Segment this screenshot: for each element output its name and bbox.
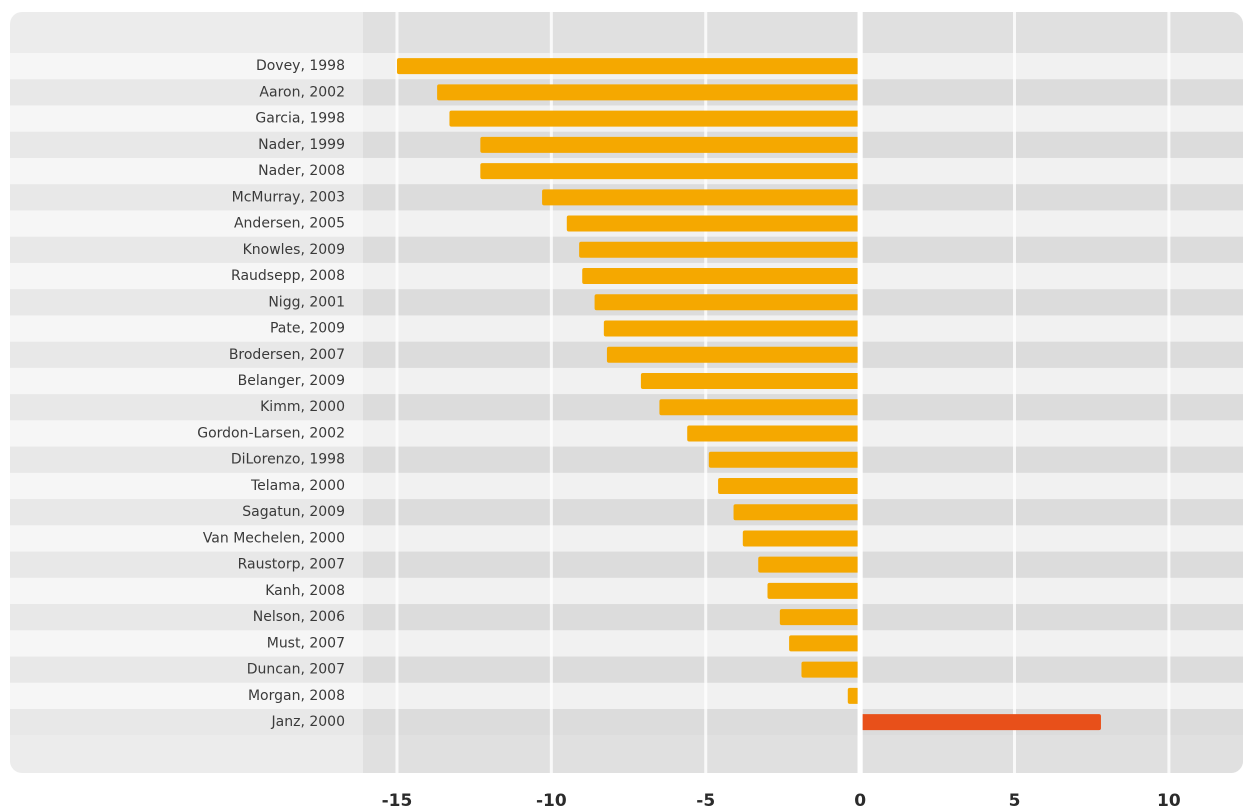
row-stripe	[10, 525, 1243, 552]
y-tick-label: Raustorp, 2007	[238, 557, 345, 573]
x-tick-label: 10	[1157, 791, 1181, 810]
x-tick-label: -5	[696, 791, 715, 810]
bar	[847, 687, 861, 704]
bar	[640, 373, 861, 389]
row-stripe	[10, 367, 1243, 395]
y-tick-label: McMurray, 2003	[232, 189, 345, 205]
bar	[708, 451, 861, 468]
y-tick-label: Belanger, 2009	[238, 373, 345, 389]
y-tick-label: Duncan, 2007	[247, 662, 345, 678]
bar	[566, 215, 861, 232]
y-tick-label: Raudsepp, 2008	[231, 268, 345, 284]
row-stripe	[10, 472, 1243, 500]
row-stripe	[10, 577, 1243, 605]
row-stripe	[10, 499, 1243, 525]
y-tick-label: Pate, 2009	[270, 321, 345, 337]
bar	[594, 294, 861, 311]
bar	[742, 530, 861, 547]
y-tick-label: Janz, 2000	[271, 714, 345, 730]
y-tick-label: Garcia, 1998	[255, 111, 345, 127]
bar	[603, 320, 861, 337]
row-stripe	[10, 552, 1243, 578]
y-tick-label: Aaron, 2002	[259, 84, 345, 100]
row-stripe	[10, 420, 1243, 447]
row-stripe	[10, 604, 1243, 630]
x-tick-label: -10	[536, 791, 567, 810]
y-tick-label: Van Mechelen, 2000	[203, 530, 345, 546]
bar	[860, 714, 1101, 731]
bar	[779, 609, 861, 626]
bar	[579, 241, 861, 258]
y-tick-label: Gordon-Larsen, 2002	[197, 425, 345, 441]
bar	[659, 399, 861, 416]
y-tick-label: DiLorenzo, 1998	[231, 452, 345, 468]
y-tick-label: Dovey, 1998	[256, 58, 345, 74]
row-stripe	[10, 657, 1243, 683]
y-tick-label: Kanh, 2008	[265, 583, 345, 599]
y-tick-label: Telama, 2000	[250, 478, 345, 494]
bar	[758, 556, 861, 573]
row-stripe	[10, 394, 1243, 420]
x-tick-label: 5	[1009, 791, 1021, 810]
y-tick-label: Andersen, 2005	[234, 216, 345, 232]
y-tick-label: Knowles, 2009	[243, 242, 345, 258]
bar	[449, 110, 861, 127]
x-tick-label: 0	[854, 791, 866, 810]
bar	[789, 635, 861, 652]
bar	[480, 136, 861, 153]
y-tick-label: Morgan, 2008	[248, 688, 345, 704]
bar	[606, 346, 861, 363]
bar	[718, 477, 861, 494]
y-tick-label: Brodersen, 2007	[229, 347, 345, 363]
y-tick-label: Nader, 2008	[258, 163, 345, 179]
bar	[480, 163, 861, 180]
y-tick-label: Must, 2007	[267, 635, 345, 651]
y-tick-label: Kimm, 2000	[260, 399, 345, 415]
bar	[801, 661, 861, 678]
row-stripe	[10, 682, 1243, 709]
bar	[582, 268, 861, 285]
y-tick-label: Nigg, 2001	[268, 294, 345, 310]
bar	[396, 58, 861, 75]
bar	[542, 189, 861, 206]
x-tick-label: -15	[382, 791, 413, 810]
bar	[687, 425, 861, 442]
row-stripe	[10, 630, 1243, 657]
bar	[733, 504, 861, 521]
y-tick-label: Nelson, 2006	[253, 609, 345, 625]
y-tick-label: Sagatun, 2009	[242, 504, 345, 520]
y-tick-label: Nader, 1999	[258, 137, 345, 153]
row-stripe	[10, 447, 1243, 473]
bar	[437, 84, 861, 101]
bar	[767, 582, 861, 599]
